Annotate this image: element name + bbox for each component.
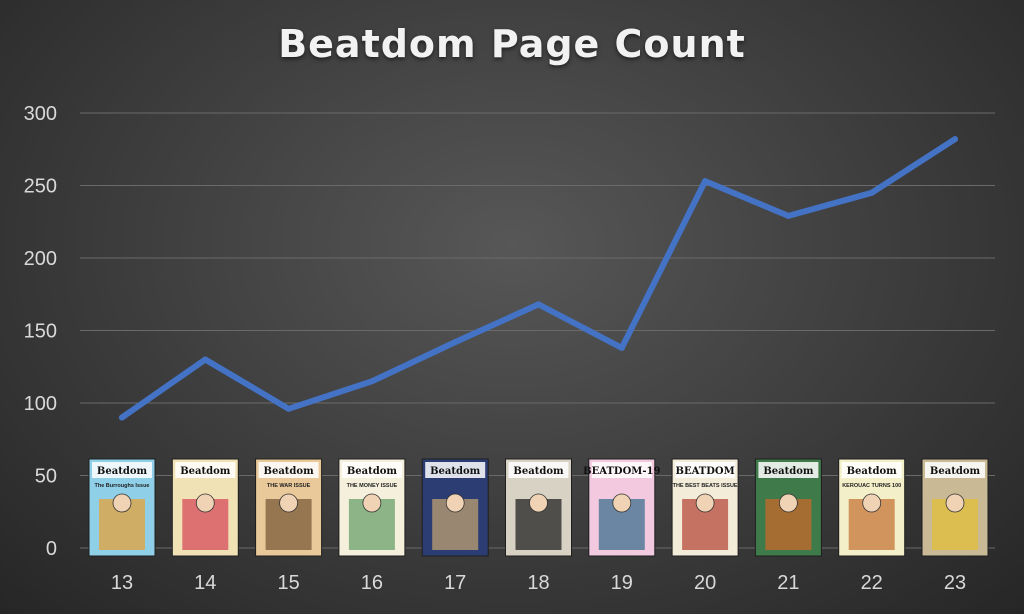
cover-figure-head (945, 493, 965, 513)
cover-masthead-band (341, 462, 402, 478)
cover-masthead: Beatdom (847, 466, 898, 477)
cover-thumbnail: Beatdom (754, 458, 822, 557)
cover-thumbnail: Beatdom (171, 458, 239, 557)
x-tick-label: 23 (944, 572, 966, 594)
cover-thumbnail: BEATDOM-19 (583, 458, 660, 557)
y-tick-label: 250 (24, 176, 57, 198)
cover-masthead: Beatdom (930, 466, 981, 477)
cover-masthead-band (591, 462, 652, 478)
cover-masthead: Beatdom (513, 466, 564, 477)
series-line (119, 136, 958, 421)
x-tick-label: 18 (527, 572, 549, 594)
y-axis: 0 50 100 150 200 250 300 (24, 103, 57, 560)
cover-subtitle: KEROUAC TURNS 100 (842, 483, 901, 489)
cover-thumbnail: Beatdom THE MONEY ISSUE (338, 458, 406, 557)
cover-masthead: BEATDOM (676, 466, 735, 477)
cover-figure-head (112, 493, 132, 513)
y-tick-label: 300 (24, 103, 57, 125)
cover-masthead-band (175, 462, 236, 478)
data-point (285, 405, 292, 412)
x-axis: 13 14 15 16 17 18 19 20 21 22 23 (111, 572, 966, 594)
data-point (952, 136, 958, 143)
x-tick-label: 21 (777, 572, 799, 594)
data-point (119, 414, 125, 421)
cover-thumbnail: Beatdom THE WAR ISSUE (255, 458, 323, 557)
cover-figure-head (445, 493, 465, 513)
data-point (368, 378, 375, 385)
cover-masthead: Beatdom (763, 466, 814, 477)
cover-figure-head (279, 493, 299, 513)
cover-subtitle: THE WAR ISSUE (267, 483, 311, 489)
cover-thumbnail: Beatdom The Burroughs Issue (88, 458, 156, 557)
cover-masthead-band (92, 462, 152, 478)
y-tick-label: 200 (24, 248, 57, 270)
cover-subtitle: The Burroughs Issue (94, 483, 149, 489)
x-tick-label: 17 (444, 572, 466, 594)
cover-figure-head (695, 493, 715, 513)
data-point (868, 189, 875, 196)
chart-title: Beatdom Page Count (278, 22, 746, 66)
y-tick-label: 100 (24, 393, 57, 415)
cover-masthead: Beatdom (264, 466, 315, 477)
cover-masthead-band (841, 462, 902, 478)
cover-masthead: Beatdom (347, 466, 398, 477)
cover-figure-head (612, 493, 632, 513)
data-point (202, 356, 209, 363)
cover-figure-head (862, 493, 882, 513)
x-tick-label: 19 (611, 572, 633, 594)
cover-masthead-band (508, 462, 569, 478)
x-tick-label: 13 (111, 572, 133, 594)
y-tick-label: 0 (46, 538, 57, 560)
cover-figure-head (529, 493, 548, 513)
cover-masthead: Beatdom (180, 466, 231, 477)
cover-masthead: Beatdom (430, 466, 481, 477)
cover-masthead: Beatdom (97, 466, 148, 477)
cover-masthead-band (925, 462, 985, 478)
cover-masthead-band (675, 462, 736, 478)
x-tick-label: 15 (277, 572, 299, 594)
cover-thumbnail: Beatdom (921, 458, 989, 557)
y-tick-label: 150 (24, 321, 57, 343)
data-point (452, 339, 459, 346)
y-tick-label: 50 (35, 466, 57, 488)
cover-figure-head (362, 493, 382, 513)
x-tick-label: 20 (694, 572, 716, 594)
data-point (702, 178, 709, 185)
cover-masthead: BEATDOM-19 (583, 466, 660, 477)
cover-masthead-band (758, 462, 819, 478)
x-tick-label: 14 (194, 572, 216, 594)
cover-subtitle: THE BEST BEATS ISSUE (673, 483, 738, 489)
cover-subtitle: THE MONEY ISSUE (347, 483, 398, 489)
x-tick-label: 22 (861, 572, 883, 594)
series-layer (119, 136, 958, 421)
data-point (785, 212, 792, 219)
cover-figure-head (779, 493, 798, 513)
cover-thumbnail: Beatdom (421, 458, 489, 557)
data-point (535, 301, 542, 308)
cover-masthead-band (425, 462, 486, 478)
cover-thumbnail: Beatdom KEROUAC TURNS 100 (838, 458, 906, 557)
cover-masthead-band (258, 462, 319, 478)
x-tick-label: 16 (361, 572, 383, 594)
data-point (618, 344, 625, 351)
cover-thumbnail: BEATDOM THE BEST BEATS ISSUE (671, 458, 739, 557)
cover-thumbnail: Beatdom (505, 458, 572, 557)
cover-figure-head (195, 493, 215, 513)
